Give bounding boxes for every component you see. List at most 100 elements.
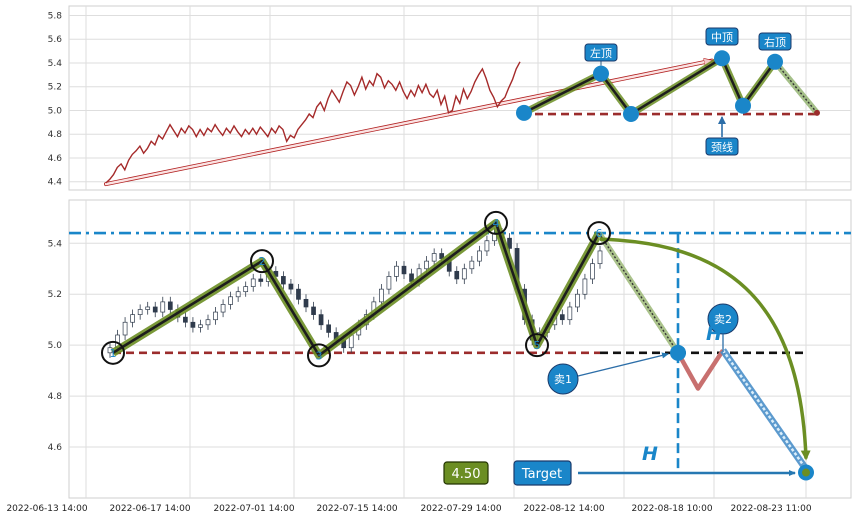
sell1-badge: 卖1 — [547, 363, 579, 395]
candle-body — [575, 293, 580, 308]
neckline-label: 颈线 — [705, 137, 739, 156]
pattern-point — [623, 106, 639, 123]
height-label-upper: H — [706, 323, 722, 345]
x-tick-label: 2022-08-12 14:00 — [523, 504, 604, 514]
candle-body — [590, 263, 595, 280]
right-top-text: 右顶 — [764, 35, 786, 49]
candle-body — [228, 296, 233, 305]
sell1-arrow — [577, 352, 669, 377]
candle-body — [326, 324, 331, 333]
candle-body — [401, 265, 407, 275]
y-tick-label: 4.6 — [48, 443, 63, 453]
y-tick-label: 4.4 — [48, 178, 63, 188]
right-top-label: 右顶 — [758, 32, 792, 51]
candle-body — [469, 260, 475, 270]
price-line — [105, 61, 521, 184]
x-tick-label: 2022-06-17 14:00 — [109, 504, 190, 514]
candle-body — [303, 298, 309, 308]
y-tick-label: 5.8 — [48, 11, 63, 21]
left-top-text: 左顶 — [590, 47, 612, 60]
pattern-point-label: 1 — [110, 347, 117, 360]
candle-body — [484, 240, 490, 252]
y-tick-label: 5.4 — [48, 59, 63, 69]
candle-body — [281, 276, 286, 285]
breakdown-point — [670, 344, 686, 361]
pattern-point-label: 3 — [316, 349, 323, 362]
candle-body — [250, 278, 256, 287]
sell2-text: 卖2 — [714, 313, 732, 326]
candle-body — [318, 314, 324, 326]
candle-body — [386, 276, 392, 290]
candle-body — [167, 301, 173, 310]
pattern-point — [593, 65, 609, 82]
pattern-point-5: 5 — [525, 333, 549, 358]
y-tick-label: 4.6 — [48, 154, 63, 164]
y-tick-label: 4.8 — [48, 392, 63, 402]
trend-arrow-inner — [104, 61, 712, 186]
bottom-panel-frame — [68, 199, 852, 499]
candle-body — [137, 309, 143, 315]
measured-move-arrow — [599, 237, 811, 461]
candle-body — [431, 253, 437, 262]
x-tick-label: 2022-08-23 11:00 — [730, 504, 811, 514]
y-tick-label: 4.8 — [48, 130, 63, 140]
y-tick-label: 5.0 — [48, 106, 63, 116]
top-pattern-line — [523, 56, 777, 116]
breakdown-markers — [670, 344, 814, 481]
pattern-end-dot — [814, 109, 820, 116]
y-tick-label: 5.2 — [48, 83, 62, 93]
pattern-point-label: 2 — [259, 255, 266, 268]
candle-body — [122, 321, 128, 336]
y-tick-label: 5.2 — [48, 290, 62, 300]
top-pattern-points — [516, 50, 820, 123]
candle-body — [213, 311, 218, 321]
candle-body — [507, 237, 512, 249]
pattern-point — [714, 50, 730, 67]
middle-top-text: 中顶 — [711, 31, 733, 44]
pattern-point-markers: 1 2 3 4 5 6 — [101, 210, 611, 368]
sell1-text: 卖1 — [554, 373, 572, 386]
candle-body — [243, 286, 249, 293]
candle-body — [454, 270, 460, 280]
target-point-core — [802, 468, 810, 477]
y-tick-label: 5.0 — [48, 341, 63, 351]
candle-body — [183, 316, 188, 323]
target-value-text: 4.50 — [452, 467, 481, 482]
candle-body — [311, 306, 316, 315]
x-tick-label: 2022-08-18 10:00 — [631, 504, 712, 514]
pattern-point-6: 6 — [587, 221, 611, 246]
pattern-point-3: 3 — [307, 343, 331, 368]
target-projection-inner — [721, 349, 809, 472]
candle-body — [288, 283, 294, 290]
target-label-text: Target — [521, 467, 562, 482]
candle-body — [296, 288, 301, 300]
bottom-panel-plot: 1 2 3 4 5 6 卖1 卖2 H H 4.50 Target — [69, 210, 851, 486]
candle-body — [394, 265, 399, 277]
candle-body — [597, 250, 603, 265]
candle-body — [379, 288, 384, 303]
target-value-badge: 4.50 — [443, 461, 489, 485]
pattern-point-label: 4 — [493, 217, 500, 230]
x-tick-label: 2022-07-01 14:00 — [213, 504, 294, 514]
x-tick-label: 2022-06-13 14:00 — [6, 504, 87, 514]
candle-body — [477, 250, 482, 262]
candle-body — [461, 268, 467, 280]
candle-body — [152, 306, 158, 313]
candle-body — [235, 291, 241, 298]
bottom-panel-grid — [69, 200, 851, 498]
bottom-pattern-final-leg — [596, 231, 681, 355]
pattern-point — [767, 53, 783, 70]
pattern-point-2: 2 — [250, 249, 274, 274]
top-panel-y-ticks: 4.4 4.6 4.8 5.0 5.2 5.4 5.6 5.8 — [48, 11, 63, 187]
pattern-point-4: 4 — [484, 210, 508, 235]
bottom-panel-y-ticks: 4.6 4.8 5.0 5.2 5.4 — [48, 239, 63, 453]
left-top-label: 左顶 — [584, 43, 618, 62]
pattern-point-label: 5 — [534, 339, 541, 352]
x-tick-label: 2022-07-29 14:00 — [420, 504, 501, 514]
top-panel-plot: 左顶 中顶 右顶 颈线 — [104, 27, 820, 187]
candle-body — [130, 314, 135, 323]
candle-body — [160, 301, 166, 313]
target-label-badge: Target — [513, 460, 572, 486]
